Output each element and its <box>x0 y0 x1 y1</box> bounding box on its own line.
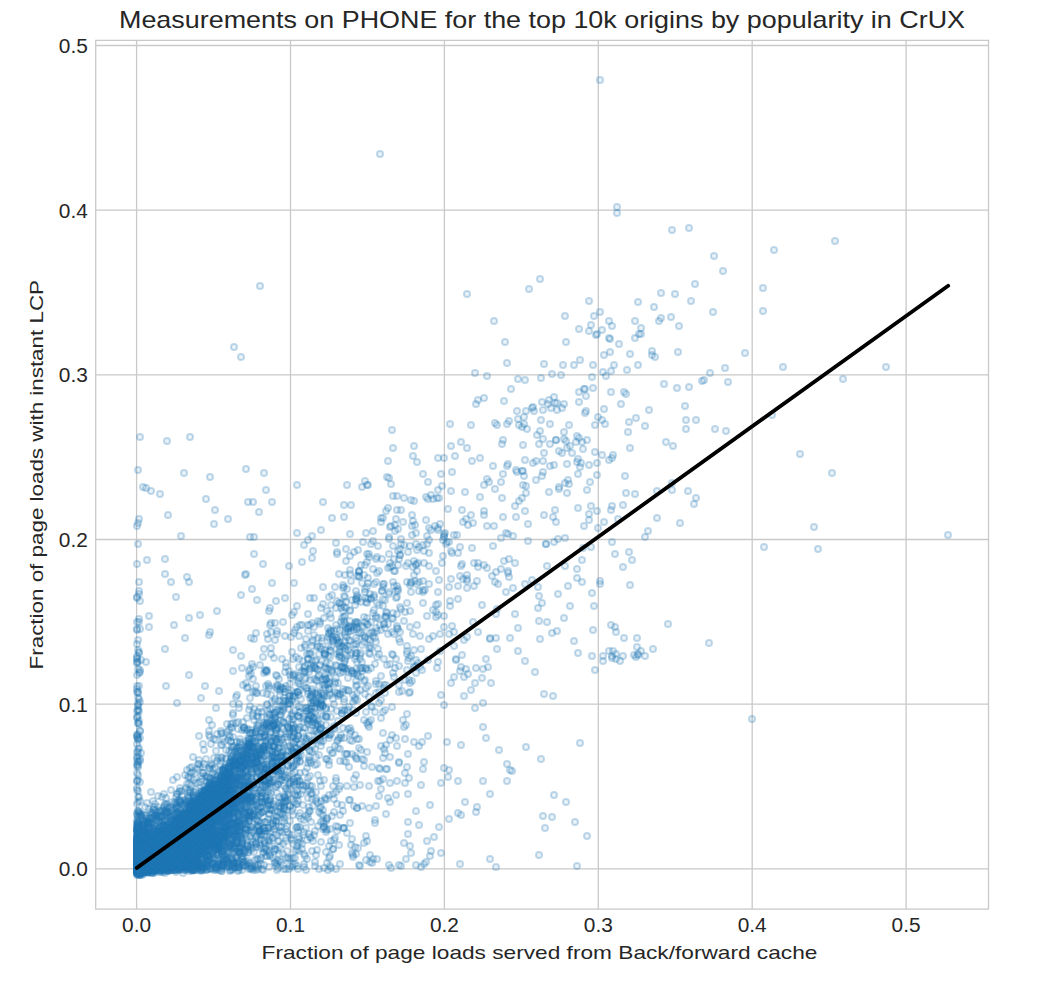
svg-text:0.2: 0.2 <box>59 529 88 551</box>
svg-text:0.5: 0.5 <box>59 35 88 57</box>
svg-text:0.2: 0.2 <box>430 914 459 936</box>
svg-text:Measurements on PHONE for the: Measurements on PHONE for the top 10k or… <box>119 6 965 33</box>
svg-text:0.3: 0.3 <box>59 364 88 386</box>
svg-text:Fraction of page loads with in: Fraction of page loads with instant LCP <box>26 280 47 669</box>
svg-text:0.0: 0.0 <box>59 858 88 880</box>
svg-text:0.0: 0.0 <box>122 914 151 936</box>
svg-text:Fraction of page loads served: Fraction of page loads served from Back/… <box>262 942 818 963</box>
svg-text:0.1: 0.1 <box>276 914 305 936</box>
svg-text:0.1: 0.1 <box>59 694 88 716</box>
svg-text:0.4: 0.4 <box>738 914 767 936</box>
svg-text:0.4: 0.4 <box>59 200 88 222</box>
svg-text:0.3: 0.3 <box>584 914 613 936</box>
svg-text:0.5: 0.5 <box>892 914 921 936</box>
